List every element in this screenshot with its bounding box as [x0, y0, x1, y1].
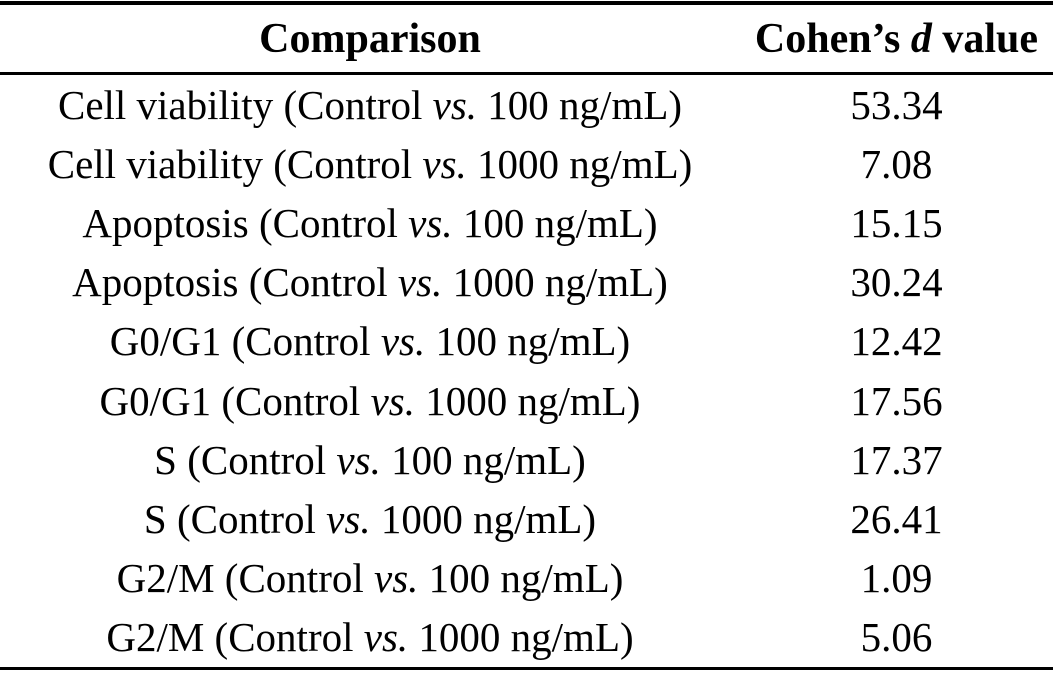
table-bottom-rule [0, 666, 1053, 670]
cell-comparison: S (Control vs. 1000 ng/mL) [0, 495, 740, 543]
table-row: Apoptosis (Control vs. 100 ng/mL) 15.15 [0, 193, 1053, 252]
condition-text: 1000 ng/mL) [414, 377, 641, 424]
cell-comparison: G2/M (Control vs. 1000 ng/mL) [0, 613, 740, 661]
cell-value: 53.34 [850, 81, 943, 128]
table-row: G2/M (Control vs. 100 ng/mL) 1.09 [0, 549, 1053, 608]
header-comparison: Comparison [259, 15, 481, 62]
vs-label: vs. [363, 614, 409, 661]
condition-text: 1000 ng/mL) [442, 259, 668, 306]
condition-text: 100 ng/mL) [452, 199, 658, 246]
vs-label: vs. [380, 318, 426, 365]
comparison-text: S (Control [143, 495, 327, 542]
cell-comparison: G0/G1 (Control vs. 100 ng/mL) [0, 317, 740, 365]
vs-label: vs. [336, 436, 381, 483]
table-row: S (Control vs. 1000 ng/mL) 26.41 [0, 489, 1053, 548]
cell-value: 17.37 [850, 436, 943, 483]
cell-comparison: Cell viability (Control vs. 100 ng/mL) [0, 81, 740, 129]
table-row: G2/M (Control vs. 1000 ng/mL) 5.06 [0, 608, 1053, 667]
table-row: S (Control vs. 100 ng/mL) 17.37 [0, 430, 1053, 489]
comparison-text: G0/G1 (Control [109, 318, 381, 365]
table-body: Cell viability (Control vs. 100 ng/mL) 5… [0, 75, 1053, 667]
cell-value: 7.08 [860, 140, 933, 187]
cell-value: 17.56 [850, 377, 943, 424]
table-header-row: Comparison Cohen’s d value [0, 5, 1053, 72]
condition-text: 1000 ng/mL) [370, 495, 597, 542]
cell-value: 15.15 [850, 199, 943, 246]
table-header-rule [0, 72, 1053, 75]
cell-comparison: G2/M (Control vs. 100 ng/mL) [0, 554, 740, 602]
vs-label: vs. [370, 377, 415, 424]
comparison-text: Cell viability (Control [57, 81, 433, 128]
comparison-text: Apoptosis (Control [82, 199, 409, 246]
cell-comparison: Apoptosis (Control vs. 100 ng/mL) [0, 199, 740, 247]
condition-text: 1000 ng/mL) [466, 140, 693, 187]
cell-value: 12.42 [850, 318, 943, 365]
header-value-suffix: value [931, 15, 1039, 62]
condition-text: 100 ng/mL) [418, 555, 624, 602]
vs-label: vs. [432, 81, 478, 128]
comparison-text: Cell viability (Control [47, 140, 423, 187]
cell-comparison: Cell viability (Control vs. 1000 ng/mL) [0, 140, 740, 188]
vs-label: vs. [422, 140, 467, 187]
cell-comparison: S (Control vs. 100 ng/mL) [0, 436, 740, 484]
vs-label: vs. [374, 555, 419, 602]
cell-comparison: Apoptosis (Control vs. 1000 ng/mL) [0, 258, 740, 306]
condition-text: 1000 ng/mL) [408, 614, 634, 661]
cell-value: 26.41 [850, 495, 943, 542]
cell-value: 1.09 [860, 555, 933, 602]
comparison-text: G0/G1 (Control [99, 377, 371, 424]
table-row: Cell viability (Control vs. 1000 ng/mL) … [0, 134, 1053, 193]
comparison-text: G2/M (Control [116, 555, 374, 602]
table-row: G0/G1 (Control vs. 1000 ng/mL) 17.56 [0, 371, 1053, 430]
condition-text: 100 ng/mL) [477, 81, 683, 128]
comparison-text: Apoptosis (Control [72, 259, 398, 306]
table-top-rule [0, 1, 1053, 5]
table-row: G0/G1 (Control vs. 100 ng/mL) 12.42 [0, 312, 1053, 371]
table-row: Apoptosis (Control vs. 1000 ng/mL) 30.24 [0, 253, 1053, 312]
condition-text: 100 ng/mL) [425, 318, 631, 365]
comparison-text: G2/M (Control [106, 614, 364, 661]
header-d-italic: d [910, 15, 932, 62]
table-row: Cell viability (Control vs. 100 ng/mL) 5… [0, 75, 1053, 134]
vs-label: vs. [326, 495, 371, 542]
comparison-text: S (Control [154, 436, 337, 483]
cell-value: 5.06 [860, 614, 933, 661]
vs-label: vs. [397, 259, 443, 306]
vs-label: vs. [408, 199, 453, 246]
cell-value: 30.24 [850, 259, 943, 306]
header-cohens-d-value: Cohen’s d value [740, 15, 1053, 63]
header-cohens-prefix: Cohen’s [754, 15, 911, 62]
cell-comparison: G0/G1 (Control vs. 1000 ng/mL) [0, 377, 740, 425]
condition-text: 100 ng/mL) [380, 436, 586, 483]
